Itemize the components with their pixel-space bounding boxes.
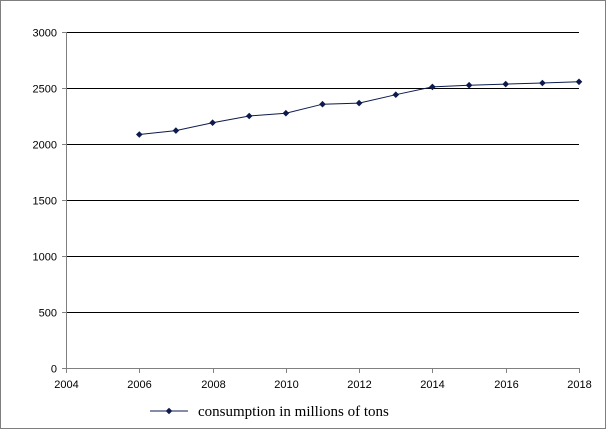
y-tick-label-1000: 1000 <box>33 252 57 264</box>
data-point-2015 <box>465 81 473 89</box>
data-series <box>136 78 583 138</box>
data-point-2013 <box>392 91 400 98</box>
y-tick-label-2500: 2500 <box>33 84 57 96</box>
x-tick-label-2014: 2014 <box>420 379 444 391</box>
x-tick-label-2004: 2004 <box>54 379 78 391</box>
legend: consumption in millions of tons <box>150 404 389 420</box>
axes <box>62 32 580 373</box>
legend-label-consumption: consumption in millions of tons <box>198 404 389 420</box>
data-point-2010 <box>282 109 290 117</box>
x-axis-tick-labels: 2004 2006 2008 2010 2012 2014 2016 2018 <box>54 379 591 391</box>
gridlines <box>66 32 579 313</box>
legend-diamond-marker <box>165 407 173 415</box>
x-tick-label-2018: 2018 <box>567 379 591 391</box>
data-point-2018 <box>575 78 583 86</box>
data-point-2009 <box>245 112 253 120</box>
data-point-2017 <box>539 79 546 87</box>
data-point-2011 <box>319 100 326 108</box>
y-tick-label-500: 500 <box>39 308 57 320</box>
x-tick-label-2012: 2012 <box>347 379 371 391</box>
y-tick-label-1500: 1500 <box>33 196 57 208</box>
data-point-2007 <box>172 127 180 134</box>
y-axis-tick-labels: 0 500 1000 1500 2000 2500 3000 <box>33 28 57 376</box>
data-point-2014 <box>429 83 436 91</box>
x-tick-label-2016: 2016 <box>494 379 518 391</box>
series-line-0 <box>139 81 580 135</box>
data-point-2008 <box>209 119 216 126</box>
y-tick-label-0: 0 <box>51 364 57 376</box>
y-tick-label-3000: 3000 <box>33 28 57 40</box>
data-point-2016 <box>502 80 509 88</box>
x-tick-label-2010: 2010 <box>274 379 298 391</box>
data-point-2012 <box>355 99 363 107</box>
data-point-2006 <box>136 131 143 138</box>
y-tick-label-2000: 2000 <box>33 140 57 152</box>
x-tick-label-2006: 2006 <box>127 379 151 391</box>
x-tick-label-2008: 2008 <box>201 379 225 391</box>
